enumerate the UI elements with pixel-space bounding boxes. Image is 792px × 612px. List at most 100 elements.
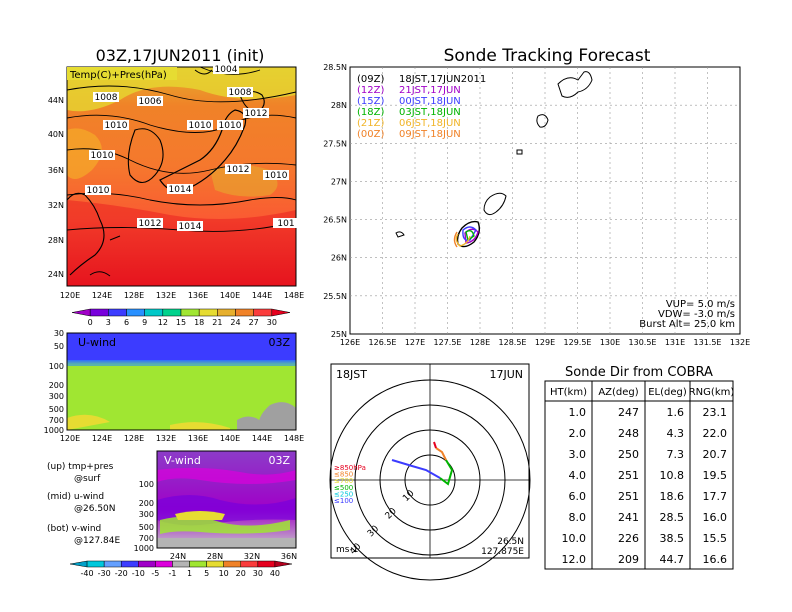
v-pressure-tick: 300 xyxy=(139,510,154,519)
isobar-label-bg xyxy=(89,150,115,160)
wind-colorbar-swatch xyxy=(274,560,293,568)
table-cell: 248 xyxy=(618,427,639,440)
temp-colorbar-swatch xyxy=(126,308,145,317)
isobar-label-bg xyxy=(213,64,239,74)
wind-colorbar-label: -20 xyxy=(115,569,128,578)
isobar-label: 1010 xyxy=(105,121,128,131)
tracking-lat-tick: 28N xyxy=(331,101,347,110)
tracking-title: Sonde Tracking Forecast xyxy=(444,46,651,66)
map-lon-tick: 120E xyxy=(60,291,80,300)
polar-levels: ≥850hPa≤850≤700≤500≤250≤100 xyxy=(334,464,366,505)
wind-colorbar-swatch xyxy=(223,560,242,568)
isobar-label: 1010 xyxy=(189,121,212,131)
map-lat-tick: 44N xyxy=(48,96,64,105)
temp-colorbar-swatch xyxy=(217,308,236,317)
table-cell: 28.5 xyxy=(660,511,685,524)
table-header: AZ(deg) xyxy=(598,387,638,398)
tracking-lat-tick: 26.5N xyxy=(323,216,347,225)
legend-time: 06JST,18JUN xyxy=(399,118,461,129)
isobar-label: 101 xyxy=(277,219,294,229)
isobar-label: 1008 xyxy=(229,88,252,98)
map-lon-ticks: 120E 124E 128E 132E 136E 140E 144E 148E xyxy=(60,291,304,300)
tracking-lon-tick: 129E xyxy=(535,338,555,347)
isobar-label: 1012 xyxy=(245,109,268,119)
tracking-lat-tick: 27.5N xyxy=(323,139,347,148)
wind-colorbar-label: 5 xyxy=(204,569,209,578)
map-label: Temp(C)+Pres(hPa) xyxy=(69,70,167,81)
map-lat-tick: 32N xyxy=(48,201,64,210)
wind-colorbar-label: -40 xyxy=(81,569,94,578)
polar-time: 18JST xyxy=(336,368,367,381)
temp-colorbar-swatch xyxy=(144,308,164,317)
u-wind-panel: U-wind 03Z xyxy=(66,332,297,431)
isobar-label-bg xyxy=(137,96,163,106)
isobar-label-bg xyxy=(243,108,269,118)
table-cell: 12.0 xyxy=(562,553,587,566)
table-cell: 22.0 xyxy=(703,427,728,440)
tracking-lat-tick: 27N xyxy=(331,177,347,186)
u-lon-tick: 140E xyxy=(220,434,240,443)
map-lat-tick: 40N xyxy=(48,130,64,139)
table-cell: 7.3 xyxy=(667,448,685,461)
isobar-label-bg xyxy=(187,120,213,130)
tracking-lon-tick: 130E xyxy=(600,338,620,347)
table-cell: 10.0 xyxy=(562,532,587,545)
isobar-label: 1014 xyxy=(179,222,202,232)
table-cell: 19.5 xyxy=(703,469,728,482)
temp-colorbar-swatch xyxy=(89,308,109,317)
legend-code: (15Z) xyxy=(357,96,384,107)
tracking-lat-tick: 25N xyxy=(331,330,347,339)
legend-time: 03JST,18JUN xyxy=(399,107,461,118)
tracking-grid xyxy=(350,67,740,334)
isobar-label: 1012 xyxy=(227,165,250,175)
isobar-label-bg xyxy=(273,218,299,228)
polar-level: ≤100 xyxy=(334,497,353,505)
isobar-label: 1010 xyxy=(87,186,110,196)
wind-colorbar-label: 20 xyxy=(236,569,246,578)
u-wind-time: 03Z xyxy=(268,336,290,349)
isobar-label-bg xyxy=(103,120,129,130)
v-wind-title: V-wind xyxy=(164,454,201,467)
polar-date: 17JUN xyxy=(489,368,523,381)
legend-time: 00JST,18JUN xyxy=(399,96,461,107)
wind-colorbar-label: 40 xyxy=(270,569,280,578)
table-frame xyxy=(544,380,734,570)
u-lon-tick: 128E xyxy=(124,434,144,443)
table-cell: 251 xyxy=(618,490,639,503)
table-cell: 38.5 xyxy=(660,532,685,545)
table-cell: 8.0 xyxy=(569,511,587,524)
temp-colorbar-swatch xyxy=(235,308,254,317)
wind-colorbar-swatch xyxy=(172,560,190,568)
panel-note-sub: @127.84E xyxy=(74,536,120,546)
table-title: Sonde Dir from COBRA xyxy=(565,365,713,380)
table-cell: 4.3 xyxy=(667,427,685,440)
tracking-param: VDW= -3.0 m/s xyxy=(658,309,735,320)
wind-colorbar-swatch xyxy=(206,560,224,568)
v-pressure-tick: 500 xyxy=(139,523,154,532)
table-cell: 16.6 xyxy=(703,553,728,566)
u-lon-ticks: 120E 124E 128E 132E 136E 140E 144E 148E xyxy=(60,434,304,443)
temp-colorbar-label: 18 xyxy=(194,318,204,327)
wind-colorbar-swatch xyxy=(155,560,173,568)
wind-colorbar-label: -1 xyxy=(168,569,176,578)
u-lon-tick: 132E xyxy=(156,434,176,443)
table-cell: 1.6 xyxy=(667,406,685,419)
isobar-label-bg xyxy=(167,184,193,194)
wind-colorbar-label: 30 xyxy=(253,569,263,578)
tracking-legend: (09Z) 18JST,17JUN2011 (12Z) 21JST,17JUN (15Z… xyxy=(357,74,486,140)
tracking-lon-tick: 131.5E xyxy=(694,338,722,347)
v-lat-tick: 36N xyxy=(281,552,297,561)
wind-colorbar-label: -10 xyxy=(132,569,145,578)
tracking-lon-tick: 131E xyxy=(665,338,685,347)
isobar-label-bg xyxy=(227,87,253,97)
v-pressure-tick: 700 xyxy=(139,534,154,543)
table-cell: 3.0 xyxy=(569,448,587,461)
isobar-label-bg xyxy=(137,218,163,228)
tracking-lon-tick: 130.5E xyxy=(629,338,657,347)
legend-code: (18Z) xyxy=(357,107,384,118)
tracking-lon-tick: 128E xyxy=(470,338,490,347)
table-cell: 6.0 xyxy=(569,490,587,503)
tracking-lon-tick: 126E xyxy=(340,338,360,347)
